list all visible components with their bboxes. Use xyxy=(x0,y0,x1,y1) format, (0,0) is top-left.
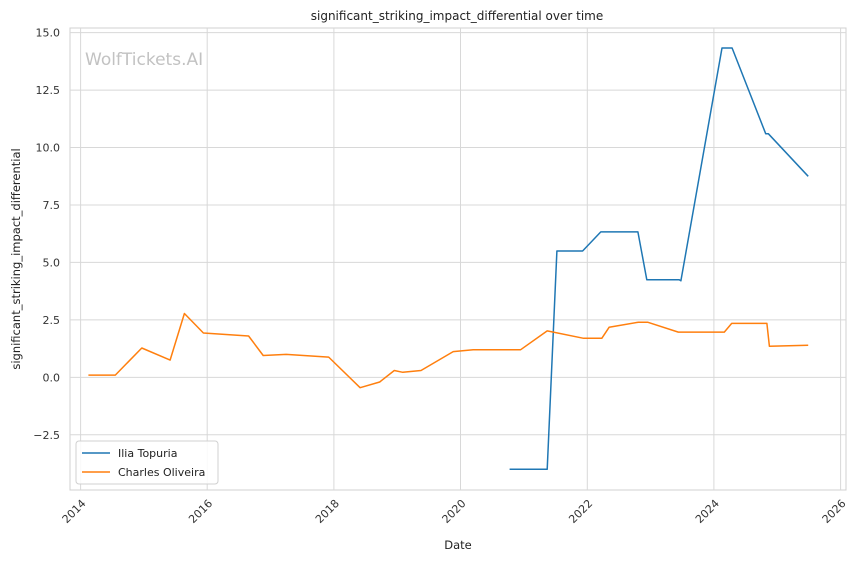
x-tick-label: 2014 xyxy=(60,497,89,526)
y-axis-ticks: −2.5 0.0 2.5 5.0 7.5 10.0 12.5 15.0 xyxy=(33,27,60,442)
y-tick-label: 5.0 xyxy=(43,256,61,269)
legend-label: Charles Oliveira xyxy=(118,466,205,479)
x-axis-ticks: 2014 2016 2018 2020 2022 2024 2026 xyxy=(60,497,849,526)
series-layer xyxy=(88,47,809,471)
plot-frame xyxy=(69,27,847,491)
x-tick-label: 2020 xyxy=(440,497,469,526)
x-tick-label: 2026 xyxy=(820,497,849,526)
series-line-charles-oliveira xyxy=(88,312,809,389)
x-tick-label: 2018 xyxy=(313,497,342,526)
y-axis-label: significant_striking_impact_differential xyxy=(9,148,23,369)
plot-area: −2.50.02.55.07.510.012.515.0 2014 2016 201… xyxy=(33,27,848,526)
x-axis-label: Date xyxy=(444,538,472,552)
grid-layer xyxy=(70,28,846,490)
series-line-ilia-topuria xyxy=(509,47,809,471)
y-tick-label: 0.0 xyxy=(43,371,61,384)
legend: Ilia Topuria Charles Oliveira xyxy=(75,440,219,485)
y-tick-label: −2.5 xyxy=(33,429,60,442)
x-tick-label: 2016 xyxy=(186,497,215,526)
legend-label: Ilia Topuria xyxy=(118,447,177,460)
y-tick-label: 15.0 xyxy=(36,27,61,40)
x-tick-label: 2022 xyxy=(566,497,595,526)
chart-title: significant_striking_impact_differential… xyxy=(311,9,603,23)
y-tick-label: 2.5 xyxy=(43,314,61,327)
y-tick-label: 12.5 xyxy=(36,84,61,97)
y-tick-label: 7.5 xyxy=(43,199,61,212)
legend-box xyxy=(75,440,219,485)
x-tick-label: 2024 xyxy=(693,497,722,526)
y-tick-label: 10.0 xyxy=(36,142,61,155)
watermark-text: WolfTickets.AI xyxy=(85,50,203,70)
